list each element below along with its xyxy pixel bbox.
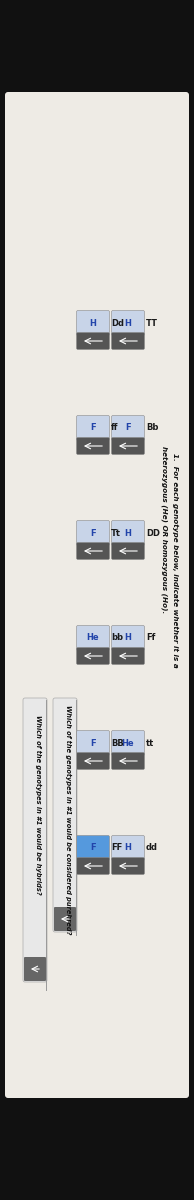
FancyBboxPatch shape xyxy=(112,521,145,546)
Text: H: H xyxy=(90,318,96,328)
FancyBboxPatch shape xyxy=(112,625,145,650)
FancyBboxPatch shape xyxy=(76,332,109,349)
Text: Tt: Tt xyxy=(111,528,121,538)
FancyBboxPatch shape xyxy=(76,311,109,336)
Text: 1.  For each genotype below, indicate whether it is a: 1. For each genotype below, indicate whe… xyxy=(172,452,178,667)
Text: FF: FF xyxy=(111,844,122,852)
Text: ff: ff xyxy=(111,424,119,432)
Text: F: F xyxy=(90,424,96,432)
FancyBboxPatch shape xyxy=(76,648,109,665)
FancyBboxPatch shape xyxy=(112,752,145,769)
FancyBboxPatch shape xyxy=(76,521,109,546)
FancyBboxPatch shape xyxy=(112,332,145,349)
Text: He: He xyxy=(122,738,134,748)
Text: dd: dd xyxy=(146,844,158,852)
FancyBboxPatch shape xyxy=(76,835,109,860)
Text: tt: tt xyxy=(146,738,154,748)
FancyBboxPatch shape xyxy=(24,958,46,982)
Text: F: F xyxy=(90,844,96,852)
FancyBboxPatch shape xyxy=(76,625,109,650)
FancyBboxPatch shape xyxy=(53,698,77,932)
Text: F: F xyxy=(90,528,96,538)
FancyBboxPatch shape xyxy=(112,438,145,455)
FancyBboxPatch shape xyxy=(112,731,145,756)
FancyBboxPatch shape xyxy=(54,907,76,931)
FancyBboxPatch shape xyxy=(76,415,109,440)
FancyBboxPatch shape xyxy=(76,731,109,756)
Text: Which of the genotypes in #1 would be considered purebred?: Which of the genotypes in #1 would be co… xyxy=(65,706,71,935)
Text: BB: BB xyxy=(111,738,124,748)
Text: H: H xyxy=(125,634,132,642)
Text: He: He xyxy=(87,634,99,642)
Text: DD: DD xyxy=(146,528,160,538)
Text: TT: TT xyxy=(146,318,158,328)
FancyBboxPatch shape xyxy=(5,92,189,1098)
Text: H: H xyxy=(125,318,132,328)
Text: H: H xyxy=(125,528,132,538)
FancyBboxPatch shape xyxy=(76,858,109,875)
FancyBboxPatch shape xyxy=(76,542,109,559)
FancyBboxPatch shape xyxy=(112,648,145,665)
Text: H: H xyxy=(125,844,132,852)
Text: Ff: Ff xyxy=(146,634,155,642)
Text: bb: bb xyxy=(111,634,123,642)
Text: Which of the genotypes in #1 would be hybrids?: Which of the genotypes in #1 would be hy… xyxy=(35,715,41,895)
FancyBboxPatch shape xyxy=(112,311,145,336)
FancyBboxPatch shape xyxy=(112,542,145,559)
FancyBboxPatch shape xyxy=(112,415,145,440)
FancyBboxPatch shape xyxy=(112,858,145,875)
Text: heterozygous (He) OR homozygous (Ho).: heterozygous (He) OR homozygous (Ho). xyxy=(161,446,167,613)
FancyBboxPatch shape xyxy=(76,438,109,455)
FancyBboxPatch shape xyxy=(23,698,47,982)
Text: Bb: Bb xyxy=(146,424,158,432)
FancyBboxPatch shape xyxy=(112,835,145,860)
FancyBboxPatch shape xyxy=(76,752,109,769)
Text: Dd: Dd xyxy=(111,318,124,328)
Text: F: F xyxy=(125,424,131,432)
Text: F: F xyxy=(90,738,96,748)
